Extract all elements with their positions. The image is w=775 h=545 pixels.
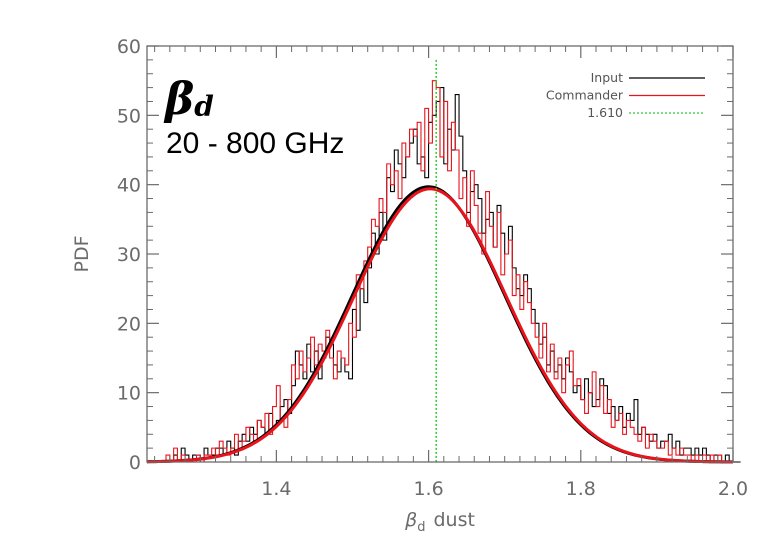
x-tick-label: 1.8 (566, 478, 596, 500)
y-tick-label: 10 (117, 383, 141, 405)
x-tick-label: 1.4 (261, 478, 291, 500)
y-tick-label: 40 (117, 175, 141, 197)
chart-marks (146, 59, 741, 464)
axis-tick-labels: 0 10 20 30 40 50 60 1.4 1.6 1.8 2.0 (117, 36, 748, 500)
legend-label: Commander (546, 88, 624, 103)
x-tick-label: 1.6 (413, 478, 443, 500)
x-axis-title: βd dust (404, 509, 475, 535)
y-tick-label: 50 (117, 105, 141, 127)
y-tick-label: 0 (129, 452, 141, 474)
y-tick-label: 20 (117, 313, 141, 335)
y-tick-label: 60 (117, 36, 141, 58)
legend-label: 1.610 (587, 105, 623, 120)
annotation-band: 20 - 800 GHz (166, 127, 344, 160)
x-axis-symbol: β (404, 509, 417, 531)
annotation-symbol: β (163, 74, 194, 125)
x-tick-label: 2.0 (718, 478, 748, 500)
y-tick-label: 30 (117, 244, 141, 266)
annotation-subscript: d (194, 90, 214, 123)
legend: Input Commander 1.610 (546, 70, 705, 120)
x-axis-label-text: dust (433, 509, 474, 531)
legend-label: Input (591, 70, 623, 85)
annotation-parameter: βd (163, 74, 214, 125)
axis-ticks (147, 45, 734, 463)
x-axis-subscript: d (417, 520, 425, 535)
y-axis-title: PDF (71, 235, 93, 272)
fit-curve-commander (146, 187, 734, 464)
